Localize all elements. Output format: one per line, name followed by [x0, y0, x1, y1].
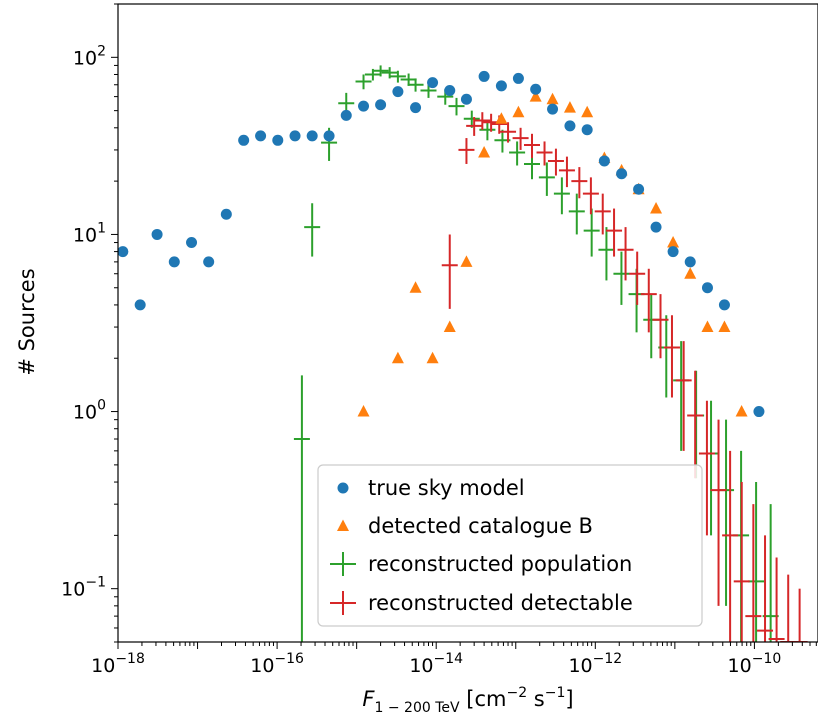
circle-point: [323, 130, 335, 142]
y-tick-label: 102: [73, 43, 106, 69]
circle-point: [289, 130, 301, 142]
circle-point: [460, 93, 472, 105]
circle-point: [392, 86, 404, 98]
circle-point: [306, 130, 318, 142]
circle-point: [427, 77, 439, 89]
circle-point: [118, 246, 129, 258]
circle-point: [220, 208, 232, 220]
legend: true sky model detected catalogue B recons…: [317, 464, 703, 627]
legend-label: detected catalogue B: [368, 514, 593, 538]
triangle-point: [581, 105, 594, 118]
x-tick-label: 10−12: [568, 651, 622, 677]
x-label-unit: [cm: [460, 687, 507, 711]
triangle-point: [563, 101, 576, 113]
circle-point: [340, 109, 352, 121]
x-tick-label: 10−10: [728, 651, 782, 677]
circle-point: [753, 406, 765, 418]
circle-point: [616, 168, 628, 180]
triangle-point: [546, 92, 559, 105]
x-label-mid: s: [527, 687, 545, 711]
triangle-point: [460, 255, 473, 267]
circle-point: [564, 120, 576, 132]
circle-point: [598, 155, 610, 167]
legend-marker: [337, 519, 349, 531]
triangle-point: [684, 267, 697, 279]
series-true-sky-model: [118, 70, 765, 418]
circle-point: [203, 256, 215, 268]
circle-point: [495, 80, 507, 92]
circle-point: [168, 256, 180, 268]
triangle-point: [443, 320, 456, 333]
y-tick-label: 101: [73, 220, 106, 246]
x-tick-label: 10−18: [91, 651, 145, 677]
legend-entry: reconstructed detectable: [330, 591, 633, 615]
axis-ticks: 10−18 10−16 10−14 10−12 10−10 10−1 100 101 102: [61, 3, 817, 677]
triangle-point: [701, 320, 714, 333]
legend-entry: detected catalogue B: [337, 514, 593, 538]
x-label-end: ]: [565, 687, 573, 711]
triangle-point: [391, 351, 404, 364]
circle-point: [530, 83, 542, 95]
plot-frame: [117, 3, 818, 643]
triangle-point: [357, 405, 370, 417]
legend-entry: true sky model: [337, 476, 525, 500]
circle-point: [255, 130, 267, 142]
circle-point: [650, 221, 662, 233]
y-tick-label: 100: [73, 398, 106, 424]
circle-point: [581, 124, 593, 136]
circle-point: [718, 299, 730, 311]
triangle-point: [495, 112, 508, 124]
legend-label: reconstructed detectable: [368, 591, 633, 615]
legend-box: [317, 464, 703, 627]
triangle-point: [735, 405, 748, 417]
circle-point: [478, 70, 490, 82]
circle-point: [358, 100, 370, 112]
triangle-point: [718, 320, 731, 333]
legend-entry: reconstructed population: [330, 552, 632, 576]
circle-point: [272, 134, 284, 146]
x-tick-label: 10−16: [250, 651, 304, 677]
circle-point: [186, 237, 198, 249]
x-label-sup2: −1: [545, 685, 566, 701]
legend-label: true sky model: [368, 476, 525, 500]
triangle-point: [478, 146, 491, 158]
circle-point: [134, 299, 146, 311]
y-tick-label: 10−1: [61, 575, 106, 601]
y-axis-label: # Sources: [15, 268, 39, 375]
triangle-point: [667, 236, 680, 248]
circle-point: [701, 282, 713, 294]
x-label-f: F: [362, 687, 375, 711]
x-axis-label: F1 − 200 TeV [cm−2 s−1]: [362, 685, 573, 716]
plot-area: [118, 65, 808, 642]
series-reconstructed-detectable: [441, 112, 808, 642]
circle-point: [633, 183, 645, 195]
triangle-point: [426, 351, 439, 364]
x-tick-label: 10−14: [409, 651, 463, 677]
circle-point: [684, 256, 696, 268]
triangle-point: [529, 90, 542, 102]
series-detected-catalogue-b: [357, 90, 748, 417]
circle-point: [375, 99, 387, 111]
x-label-sub: 1 − 200 TeV: [375, 700, 460, 716]
legend-marker: [337, 482, 349, 494]
circle-point: [410, 102, 422, 114]
circle-point: [151, 228, 163, 240]
triangle-point: [409, 281, 422, 293]
circle-point: [444, 84, 456, 96]
circle-point: [512, 72, 524, 84]
legend-label: reconstructed population: [368, 552, 632, 576]
circle-point: [667, 246, 679, 258]
circle-point: [238, 134, 250, 146]
x-label-sup1: −2: [506, 685, 527, 701]
triangle-point: [650, 202, 663, 214]
circle-point: [547, 103, 559, 115]
triangle-point: [512, 105, 525, 118]
